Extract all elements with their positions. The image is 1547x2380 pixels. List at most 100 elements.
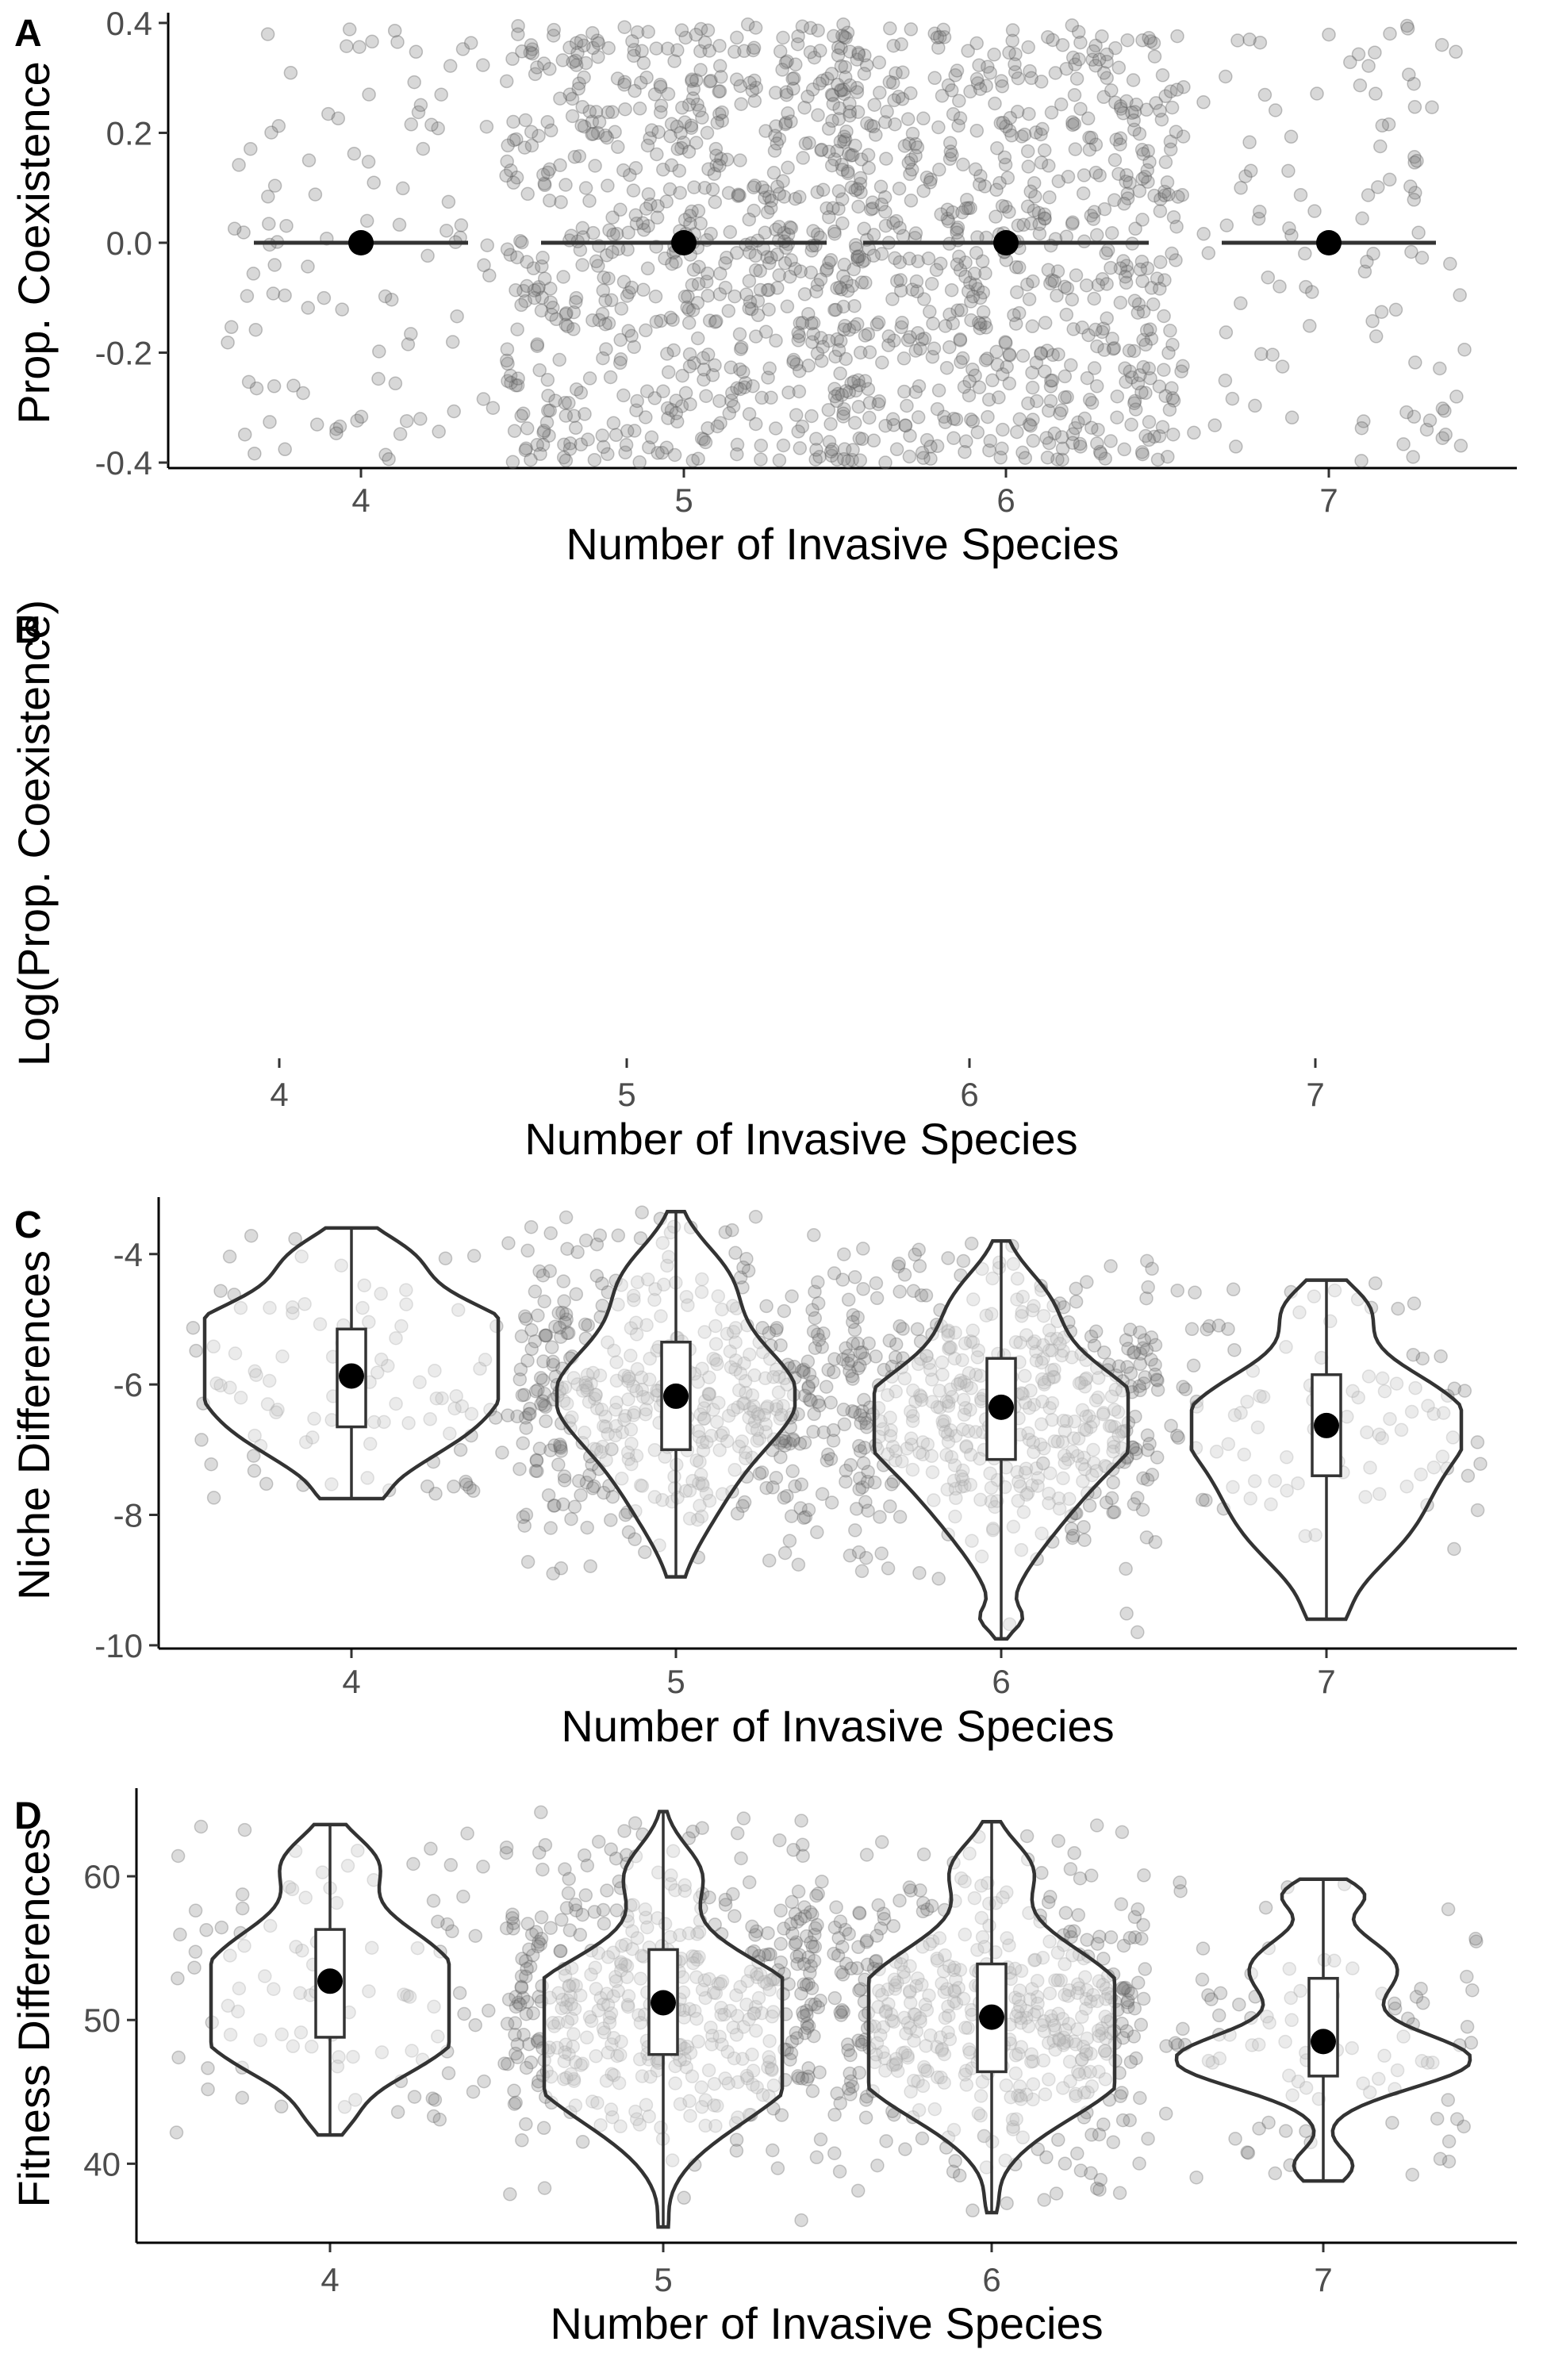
data-point	[733, 382, 747, 397]
data-point	[406, 1856, 420, 1871]
data-point	[236, 225, 251, 240]
data-point	[836, 406, 850, 420]
data-point	[678, 115, 693, 129]
data-point	[727, 289, 742, 304]
data-point	[932, 163, 946, 177]
data-point	[554, 195, 568, 209]
data-point	[1088, 1324, 1104, 1339]
data-point	[608, 428, 624, 443]
data-point	[286, 378, 301, 393]
data-point	[946, 412, 961, 426]
data-point	[1407, 100, 1422, 114]
data-point	[948, 2154, 962, 2168]
y-tick-label: 0.4	[106, 5, 152, 42]
data-point	[827, 2146, 842, 2160]
data-point	[540, 165, 555, 180]
data-point	[764, 194, 779, 208]
data-point	[1133, 2090, 1147, 2106]
mean-point	[651, 1990, 676, 2016]
data-point	[1207, 418, 1223, 432]
data-point	[743, 75, 757, 90]
data-point	[883, 1499, 897, 1514]
data-point	[772, 453, 787, 467]
data-point	[995, 79, 1010, 94]
data-point	[563, 436, 578, 451]
data-point	[784, 114, 798, 129]
data-point	[509, 378, 523, 393]
data-point	[1082, 1499, 1097, 1513]
data-point	[553, 1439, 567, 1454]
data-point	[566, 55, 580, 69]
data-point	[1310, 86, 1324, 101]
data-point	[956, 157, 970, 172]
data-point	[892, 1319, 907, 1334]
data-point	[763, 201, 778, 215]
data-point	[827, 29, 841, 44]
data-point	[665, 256, 679, 271]
data-point	[712, 393, 727, 409]
data-point	[618, 445, 632, 460]
data-point	[596, 1902, 611, 1917]
data-point	[695, 110, 709, 125]
data-point	[853, 176, 868, 191]
data-point	[524, 38, 539, 52]
data-point	[685, 91, 701, 106]
data-point	[1268, 2166, 1283, 2181]
data-point	[1069, 268, 1084, 282]
data-point	[1150, 452, 1165, 467]
data-point	[556, 270, 570, 284]
data-point	[674, 23, 689, 37]
data-point	[329, 421, 344, 436]
data-point	[1124, 417, 1138, 432]
data-point	[810, 1525, 824, 1540]
data-point	[602, 223, 616, 237]
data-point	[362, 87, 376, 102]
data-point	[544, 308, 559, 322]
data-point	[812, 1333, 827, 1347]
data-point	[745, 1919, 759, 1934]
data-point	[559, 317, 573, 332]
data-point	[528, 67, 543, 82]
data-point	[559, 178, 573, 192]
data-point	[1396, 437, 1411, 451]
data-point	[1089, 379, 1104, 393]
x-tick-label: 5	[674, 482, 693, 519]
data-point	[795, 316, 810, 330]
data-point	[892, 1510, 908, 1524]
data-point	[701, 288, 716, 303]
data-point	[869, 1349, 883, 1364]
data-point	[639, 410, 653, 424]
data-point	[1388, 1996, 1402, 2011]
data-point	[857, 67, 872, 81]
data-point	[568, 420, 583, 436]
data-point	[823, 444, 839, 459]
data-point	[887, 93, 901, 108]
data-point	[896, 65, 910, 79]
data-point	[1425, 100, 1439, 114]
data-point	[577, 119, 592, 134]
data-point	[598, 294, 612, 308]
data-point	[569, 36, 584, 50]
data-point	[606, 227, 620, 242]
data-point	[514, 298, 528, 313]
mean-point	[993, 230, 1019, 255]
data-point	[678, 30, 693, 45]
data-point	[1090, 1937, 1105, 1951]
data-point	[730, 381, 744, 396]
data-point	[201, 2061, 215, 2075]
data-point	[519, 2117, 533, 2132]
data-point	[776, 30, 790, 45]
data-point	[670, 414, 685, 429]
data-point	[841, 454, 855, 469]
data-point	[1073, 1871, 1088, 1886]
data-point	[1138, 1962, 1153, 1976]
data-point	[543, 295, 558, 309]
data-point	[1019, 1829, 1035, 1844]
data-point	[189, 1343, 203, 1358]
data-point	[581, 432, 595, 447]
data-point	[201, 2082, 215, 2097]
data-point	[772, 132, 787, 146]
data-point	[892, 221, 907, 235]
data-point	[746, 43, 761, 58]
data-point	[816, 182, 831, 198]
